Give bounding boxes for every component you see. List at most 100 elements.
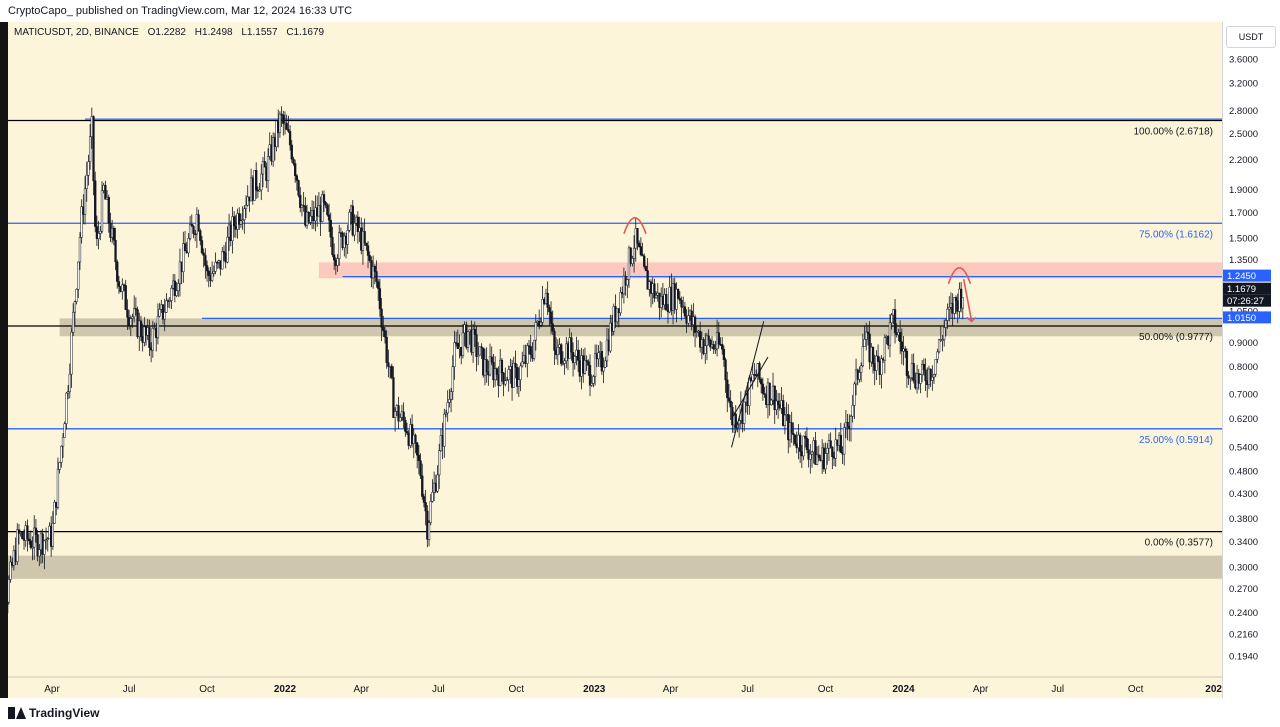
price-chart[interactable]: 100.00% (2.6718) 75.00% (1.6162) 50.00% (0… bbox=[8, 22, 1222, 698]
candle-body-407 bbox=[680, 300, 683, 308]
candle-body-386 bbox=[644, 266, 648, 271]
candle-body-229 bbox=[378, 288, 382, 310]
candle-body-27 bbox=[36, 534, 39, 557]
candle-body-237 bbox=[392, 377, 395, 418]
candle-body-354 bbox=[590, 383, 593, 386]
candle-body-18 bbox=[21, 532, 24, 540]
y-tick-19: 0.4300 bbox=[1229, 489, 1258, 500]
candle-body-62 bbox=[95, 226, 99, 239]
candle-body-111 bbox=[178, 261, 182, 284]
candle-body-10 bbox=[8, 579, 10, 603]
currency-button[interactable]: USDT bbox=[1226, 26, 1276, 48]
candle-body-421 bbox=[704, 345, 707, 354]
y-tick-6: 1.7000 bbox=[1229, 208, 1258, 219]
y-tick-26: 0.1940 bbox=[1229, 652, 1258, 663]
candle-body-85 bbox=[134, 308, 138, 310]
candle-body-146 bbox=[238, 213, 241, 225]
y-tick-21: 0.3400 bbox=[1229, 537, 1258, 548]
candle-body-275 bbox=[456, 342, 459, 349]
candle-body-480 bbox=[804, 435, 807, 439]
candle-body-517 bbox=[866, 331, 870, 335]
fib-label-2: 50.00% (0.9777) bbox=[1139, 332, 1213, 343]
candle-body-88 bbox=[139, 320, 143, 337]
candle-body-512 bbox=[858, 372, 861, 380]
candle-body-55 bbox=[83, 188, 87, 215]
pink-zone-0 bbox=[318, 262, 1222, 279]
candle-body-483 bbox=[809, 454, 812, 460]
x-tick-15: 202 bbox=[1205, 684, 1222, 695]
candle-body-411 bbox=[687, 315, 690, 324]
price-axis[interactable]: 3.6000 3.2000 2.8000 2.5000 2.2000 1.9000 1.70… bbox=[1222, 22, 1280, 698]
candle-body-284 bbox=[471, 328, 475, 353]
candle-body-161 bbox=[263, 161, 266, 168]
candle-body-481 bbox=[805, 437, 809, 450]
candle-body-328 bbox=[546, 292, 549, 308]
open-value: O1.2282 bbox=[147, 27, 186, 38]
candle-body-95 bbox=[151, 328, 154, 351]
candle-body-554 bbox=[929, 368, 932, 381]
candle-body-147 bbox=[239, 220, 243, 225]
candle-body-213 bbox=[351, 205, 354, 236]
candle-body-294 bbox=[488, 356, 492, 376]
candle-body-234 bbox=[387, 362, 390, 367]
candle-body-253 bbox=[419, 460, 422, 477]
chart-area[interactable]: 100.00% (2.6718) 75.00% (1.6162) 50.00% (0… bbox=[8, 22, 1222, 698]
candle-body-67 bbox=[104, 184, 107, 200]
candle-body-515 bbox=[863, 339, 866, 347]
candle-body-361 bbox=[602, 366, 605, 372]
price-label-3: 1.0150 bbox=[1227, 313, 1256, 324]
candle-body-320 bbox=[532, 339, 536, 359]
candle-body-39 bbox=[56, 469, 60, 508]
candle-body-49 bbox=[73, 301, 77, 313]
candle-body-116 bbox=[187, 238, 190, 254]
candle-body-487 bbox=[815, 454, 819, 465]
candle-body-188 bbox=[309, 215, 312, 223]
candle-body-232 bbox=[383, 330, 387, 338]
candle-body-230 bbox=[380, 308, 383, 328]
candle-body-240 bbox=[397, 405, 400, 422]
candle-body-496 bbox=[831, 446, 834, 457]
candle-body-558 bbox=[936, 351, 939, 360]
candle-body-295 bbox=[490, 356, 493, 363]
candle-body-43 bbox=[63, 423, 66, 438]
candle-body-492 bbox=[824, 453, 827, 470]
candle-body-557 bbox=[934, 359, 937, 375]
tradingview-logo[interactable]: TradingView bbox=[8, 706, 99, 720]
candle-body-225 bbox=[371, 266, 375, 279]
candle-body-298 bbox=[495, 368, 498, 375]
candle-body-128 bbox=[207, 270, 210, 276]
candle-body-37 bbox=[53, 501, 56, 524]
candle-body-210 bbox=[346, 230, 349, 245]
candle-body-337 bbox=[561, 363, 565, 365]
candle-body-501 bbox=[839, 434, 842, 453]
candle-body-245 bbox=[405, 431, 409, 434]
candle-body-204 bbox=[336, 258, 339, 266]
candle-body-182 bbox=[299, 194, 302, 208]
candle-body-429 bbox=[717, 332, 720, 345]
y-tick-0: 3.6000 bbox=[1229, 55, 1258, 66]
candle-body-351 bbox=[585, 360, 588, 362]
candle-body-336 bbox=[560, 344, 563, 364]
candle-body-106 bbox=[170, 287, 173, 301]
candle-body-131 bbox=[212, 271, 215, 274]
candle-body-463 bbox=[775, 400, 778, 411]
candle-body-562 bbox=[943, 327, 946, 340]
candle-body-542 bbox=[909, 377, 912, 380]
candle-body-486 bbox=[814, 440, 817, 465]
candle-body-156 bbox=[255, 170, 258, 191]
candle-body-80 bbox=[126, 309, 129, 318]
candle-body-149 bbox=[243, 208, 246, 220]
candle-body-139 bbox=[226, 236, 229, 263]
candle-body-464 bbox=[776, 400, 780, 405]
candle-body-360 bbox=[600, 350, 604, 372]
candle-body-522 bbox=[875, 355, 878, 371]
x-tick-13: Jul bbox=[1051, 684, 1064, 695]
y-tick-4: 2.2000 bbox=[1229, 155, 1258, 166]
candle-body-272 bbox=[451, 366, 454, 393]
candle-body-201 bbox=[331, 236, 334, 256]
candle-body-16 bbox=[17, 529, 21, 534]
candle-body-98 bbox=[156, 316, 160, 339]
candle-body-117 bbox=[188, 224, 192, 239]
candle-body-352 bbox=[587, 361, 590, 366]
y-tick-15: 0.7000 bbox=[1229, 389, 1258, 400]
